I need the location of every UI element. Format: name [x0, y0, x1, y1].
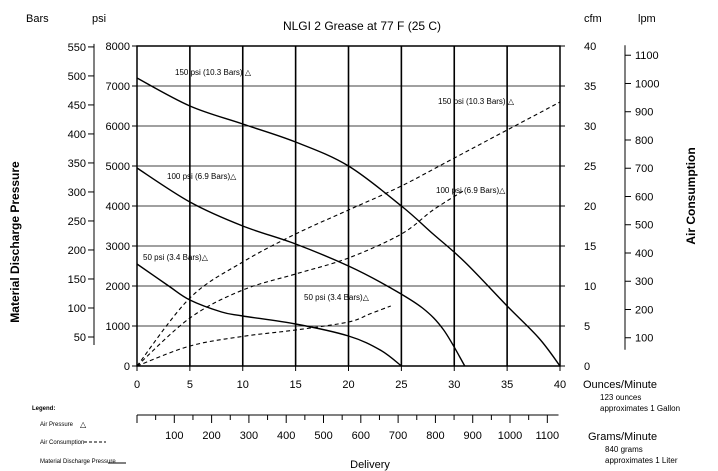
bars-tick-label-500: 500 — [68, 71, 86, 83]
lpm-tick-label-1000: 1000 — [635, 78, 659, 90]
lpm-tick-label-700: 700 — [635, 163, 653, 175]
annotation-air-50: 50 psi (3.4 Bars)△ — [304, 293, 370, 302]
oz-tick-label-40: 40 — [554, 379, 566, 391]
x-secondary-unit-label: Grams/Minute — [588, 431, 657, 443]
series-air-3 — [136, 101, 561, 367]
x-primary-note-2: approximates 1 Gallon — [600, 404, 680, 413]
y-axis-right-title: Air Consumption — [684, 147, 698, 244]
psi-tick-label-2000: 2000 — [106, 281, 130, 293]
grams-tick-label-800: 800 — [426, 430, 444, 442]
annotation-air-100: 100 psi (6.9 Bars)△ — [436, 186, 506, 195]
cfm-tick-label-15: 15 — [584, 241, 596, 253]
lpm-tick-label-800: 800 — [635, 135, 653, 147]
cfm-tick-label-40: 40 — [584, 41, 596, 53]
psi-tick-label-7000: 7000 — [106, 81, 130, 93]
bars-tick-label-250: 250 — [68, 216, 86, 228]
legend-item-material-discharge-label: Material Discharge Pressure — [40, 459, 116, 465]
legend-title: Legend: — [32, 406, 55, 412]
bars-tick-label-550: 550 — [68, 42, 86, 54]
unit-cfm-label: cfm — [584, 13, 602, 25]
cfm-tick-label-5: 5 — [584, 321, 590, 333]
oz-tick-label-20: 20 — [342, 379, 354, 391]
series-layer — [136, 77, 561, 367]
cfm-tick-label-0: 0 — [584, 361, 590, 373]
psi-tick-label-1000: 1000 — [106, 321, 130, 333]
series-pressure-0 — [136, 77, 561, 367]
x-primary-unit-label: Ounces/Minute — [583, 379, 657, 391]
bars-tick-label-350: 350 — [68, 158, 86, 170]
cfm-tick-label-20: 20 — [584, 201, 596, 213]
cfm-tick-label-10: 10 — [584, 281, 596, 293]
oz-tick-label-25: 25 — [395, 379, 407, 391]
bars-tick-label-150: 150 — [68, 274, 86, 286]
x-primary-note-1: 123 ounces — [600, 393, 641, 402]
grams-tick-label-300: 300 — [240, 430, 258, 442]
bars-tick-label-400: 400 — [68, 129, 86, 141]
lpm-tick-label-300: 300 — [635, 276, 653, 288]
annotation-pressure-100: 100 psi (6.9 Bars)△ — [167, 172, 237, 181]
legend-item-air-consumption-label: Air Consumption — [40, 440, 84, 446]
oz-tick-label-35: 35 — [501, 379, 513, 391]
psi-tick-label-0: 0 — [124, 361, 130, 373]
bars-tick-label-450: 450 — [68, 100, 86, 112]
oz-tick-label-30: 30 — [448, 379, 460, 391]
annotation-air-150: 150 psi (10.3 Bars) △ — [438, 97, 515, 106]
oz-tick-label-5: 5 — [187, 379, 193, 391]
cfm-tick-label-35: 35 — [584, 81, 596, 93]
lpm-tick-label-600: 600 — [635, 191, 653, 203]
psi-tick-label-4000: 4000 — [106, 201, 130, 213]
cfm-tick-label-30: 30 — [584, 121, 596, 133]
psi-tick-label-5000: 5000 — [106, 161, 130, 173]
grams-tick-label-200: 200 — [202, 430, 220, 442]
grams-tick-label-400: 400 — [277, 430, 295, 442]
lpm-tick-label-400: 400 — [635, 248, 653, 260]
unit-bars-label: Bars — [26, 13, 49, 25]
x-axis-title: Delivery — [350, 459, 390, 471]
lpm-tick-label-200: 200 — [635, 304, 653, 316]
y-axis-left-title: Material Discharge Pressure — [8, 161, 22, 323]
bars-tick-label-100: 100 — [68, 303, 86, 315]
chart-title: NLGI 2 Grease at 77 F (25 C) — [283, 19, 441, 33]
x-secondary-note-2: approximates 1 Liter — [605, 456, 678, 465]
annotation-pressure-150: 150 psi (10.3 Bars) △ — [175, 68, 252, 77]
lpm-tick-label-1100: 1100 — [635, 50, 659, 62]
grams-tick-label-1000: 1000 — [498, 430, 522, 442]
x-secondary-note-1: 840 grams — [605, 445, 643, 454]
oz-tick-label-0: 0 — [134, 379, 140, 391]
bars-tick-label-300: 300 — [68, 187, 86, 199]
grams-tick-label-900: 900 — [464, 430, 482, 442]
bars-tick-label-200: 200 — [68, 245, 86, 257]
lpm-tick-label-900: 900 — [635, 107, 653, 119]
psi-tick-label-3000: 3000 — [106, 241, 130, 253]
legend: Legend: Air Pressure △ Air Consumption M… — [32, 406, 126, 465]
unit-psi-label: psi — [92, 13, 106, 25]
cfm-tick-label-25: 25 — [584, 161, 596, 173]
grams-tick-label-700: 700 — [389, 430, 407, 442]
psi-tick-label-6000: 6000 — [106, 121, 130, 133]
annotation-pressure-50: 50 psi (3.4 Bars)△ — [143, 253, 209, 262]
unit-lpm-label: lpm — [638, 13, 656, 25]
grams-tick-label-1100: 1100 — [535, 430, 559, 442]
legend-item-air-pressure-label: Air Pressure — [40, 422, 74, 428]
psi-tick-label-8000: 8000 — [106, 41, 130, 53]
series-air-4 — [136, 189, 466, 367]
grams-tick-label-500: 500 — [314, 430, 332, 442]
axis-layer: 0100020003000400050006000700080005010015… — [68, 41, 660, 442]
grams-tick-label-100: 100 — [165, 430, 183, 442]
bars-tick-label-50: 50 — [74, 332, 86, 344]
grid — [137, 46, 560, 366]
lpm-tick-label-500: 500 — [635, 220, 653, 232]
series-pressure-1 — [136, 167, 466, 367]
legend-item-air-pressure-symbol: △ — [80, 420, 87, 429]
lpm-tick-label-100: 100 — [635, 333, 653, 345]
series-air-5 — [136, 305, 391, 367]
oz-tick-label-15: 15 — [290, 379, 302, 391]
series-pressure-2 — [136, 263, 402, 367]
oz-tick-label-10: 10 — [237, 379, 249, 391]
grams-tick-label-600: 600 — [352, 430, 370, 442]
